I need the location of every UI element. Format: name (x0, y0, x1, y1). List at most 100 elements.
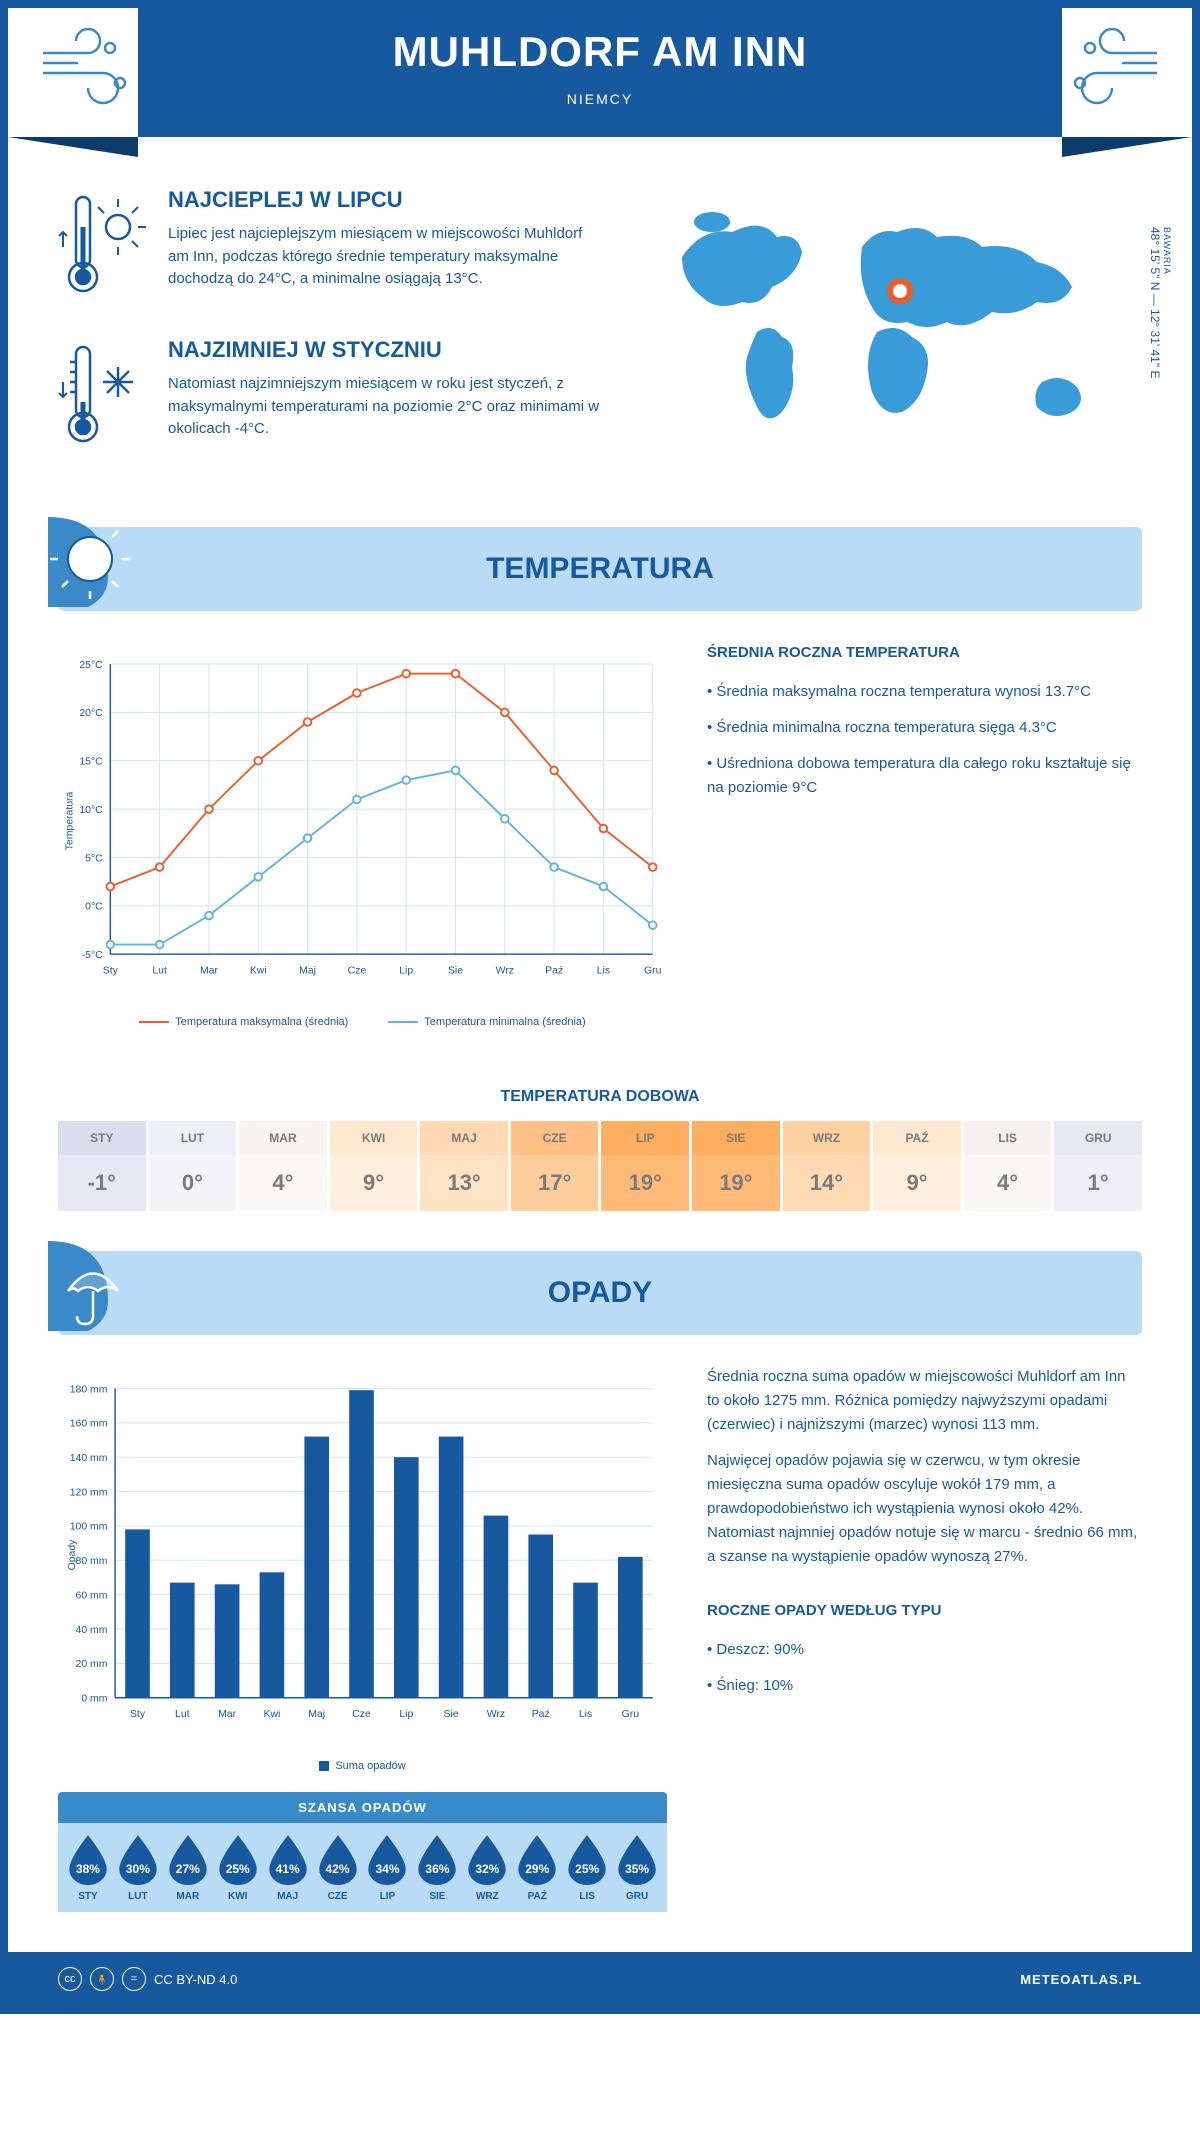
coordinates: BAWARIA 48° 15' 5" N — 12° 31' 41" E (1148, 227, 1172, 378)
svg-text:Paź: Paź (545, 965, 563, 976)
map-marker (890, 281, 910, 301)
svg-text:Kwi: Kwi (250, 965, 267, 976)
daily-cell: CZE17° (508, 1121, 599, 1211)
svg-text:80 mm: 80 mm (76, 1556, 108, 1567)
daily-cell: PAŹ9° (870, 1121, 961, 1211)
svg-text:Mar: Mar (200, 965, 219, 976)
svg-text:140 mm: 140 mm (70, 1453, 108, 1464)
legend-item: Temperatura maksymalna (średnia) (139, 1016, 348, 1028)
section-temperature-title: TEMPERATURA (486, 552, 714, 585)
header-region: MUHLDORF AM INN NIEMCY (8, 8, 1192, 137)
precip-text-1: Średnia roczna suma opadów w miejscowośc… (707, 1365, 1142, 1437)
temperature-legend: Temperatura maksymalna (średnia) Temperat… (58, 1016, 667, 1028)
daily-cell: MAJ13° (417, 1121, 508, 1211)
svg-text:Sty: Sty (103, 965, 119, 976)
section-precip-title: OPADY (548, 1276, 652, 1309)
precip-bar-chart: 0 mm 20 mm 40 mm 60 mm 80 mm 100 mm 120 mm 140 … (58, 1365, 667, 1745)
svg-text:120 mm: 120 mm (70, 1487, 108, 1498)
temperature-line-chart: -5°C0°C5°C10°C15°C20°C25°CStyLutMarKwiMa… (58, 641, 667, 1001)
location-title: MUHLDORF AM INN (138, 28, 1062, 76)
thermometer-cold-icon (58, 337, 148, 457)
license-block: cc 🧍 = CC BY-ND 4.0 (58, 1967, 237, 1991)
daily-cell: LIS4° (961, 1121, 1052, 1211)
svg-text:Cze: Cze (348, 965, 367, 976)
wind-icon-left (38, 28, 138, 108)
sun-icon (48, 517, 148, 617)
svg-text:10°C: 10°C (79, 805, 103, 816)
svg-text:0 mm: 0 mm (81, 1694, 107, 1705)
cc-icon: cc (58, 1967, 82, 1991)
chance-title: SZANSA OPADÓW (58, 1792, 667, 1823)
chance-cell: 34%LIP (363, 1833, 413, 1902)
chance-cell: 41%MAJ (263, 1833, 313, 1902)
daily-temp-title: TEMPERATURA DOBOWA (8, 1088, 1192, 1106)
svg-text:20 mm: 20 mm (76, 1659, 108, 1670)
svg-text:Kwi: Kwi (263, 1709, 280, 1720)
chance-cell: 27%MAR (163, 1833, 213, 1902)
fact-coldest-title: NAJZIMNIEJ W STYCZNIU (168, 337, 602, 363)
section-temperature-header: TEMPERATURA (58, 527, 1142, 611)
svg-text:Maj: Maj (299, 965, 316, 976)
svg-text:Lip: Lip (399, 965, 413, 976)
chance-cell: 25%LIS (562, 1833, 612, 1902)
temp-text-line: • Średnia maksymalna roczna temperatura … (707, 680, 1142, 704)
precip-text-2: Najwięcej opadów pojawia się w czerwcu, … (707, 1449, 1142, 1569)
daily-temp-grid: STY-1°LUT0°MAR4°KWI9°MAJ13°CZE17°LIP19°S… (58, 1121, 1142, 1211)
svg-text:40 mm: 40 mm (76, 1625, 108, 1636)
wind-icon-right (1062, 28, 1162, 108)
svg-text:180 mm: 180 mm (70, 1384, 108, 1395)
legend-item: Temperatura minimalna (średnia) (388, 1016, 585, 1028)
coords-text: 48° 15' 5" N — 12° 31' 41" E (1148, 227, 1162, 378)
umbrella-icon (48, 1241, 148, 1341)
svg-text:25°C: 25°C (79, 660, 103, 671)
svg-text:Opady: Opady (67, 1539, 78, 1571)
precip-legend: Suma opadów (58, 1760, 667, 1772)
svg-text:20°C: 20°C (79, 708, 103, 719)
svg-text:Lut: Lut (175, 1709, 190, 1720)
svg-text:100 mm: 100 mm (70, 1522, 108, 1533)
thermometer-hot-icon (58, 187, 148, 307)
svg-text:Gru: Gru (622, 1709, 640, 1720)
chance-cell: 35%GRU (612, 1833, 662, 1902)
daily-cell: GRU1° (1051, 1121, 1142, 1211)
svg-text:Sie: Sie (444, 1709, 459, 1720)
svg-text:Temperatura: Temperatura (64, 791, 75, 850)
svg-text:Lis: Lis (597, 965, 610, 976)
chance-box: SZANSA OPADÓW 38%STY30%LUT27%MAR25%KWI41… (58, 1792, 667, 1912)
precip-type-heading: ROCZNE OPADY WEDŁUG TYPU (707, 1599, 1142, 1623)
svg-text:Lip: Lip (399, 1709, 413, 1720)
svg-text:60 mm: 60 mm (76, 1590, 108, 1601)
svg-text:Wrz: Wrz (487, 1709, 505, 1720)
chance-cell: 29%PAŹ (512, 1833, 562, 1902)
chance-cell: 32%WRZ (462, 1833, 512, 1902)
by-icon: 🧍 (90, 1967, 114, 1991)
svg-text:Sty: Sty (130, 1709, 146, 1720)
infographic-container: MUHLDORF AM INN NIEMCY NAJCIEPLEJ W LIPC… (0, 0, 1200, 2014)
region-label: BAWARIA (1162, 227, 1172, 373)
daily-cell: MAR4° (236, 1121, 327, 1211)
svg-text:-5°C: -5°C (82, 950, 103, 961)
fact-warmest-title: NAJCIEPLEJ W LIPCU (168, 187, 602, 213)
chance-cell: 42%CZE (313, 1833, 363, 1902)
license-text: CC BY-ND 4.0 (154, 1972, 237, 1987)
fact-coldest-body: Natomiast najzimniejszym miesiącem w rok… (168, 373, 602, 441)
temp-text-line: • Uśredniona dobowa temperatura dla całe… (707, 752, 1142, 800)
temp-text-line: • Średnia minimalna roczna temperatura s… (707, 716, 1142, 740)
svg-text:Paź: Paź (532, 1709, 550, 1720)
svg-text:Maj: Maj (308, 1709, 325, 1720)
world-map: BAWARIA 48° 15' 5" N — 12° 31' 41" E (642, 187, 1142, 472)
precip-type-line: • Deszcz: 90% (707, 1638, 1142, 1662)
svg-text:5°C: 5°C (85, 853, 103, 864)
precip-type-line: • Śnieg: 10% (707, 1674, 1142, 1698)
chance-cell: 38%STY (63, 1833, 113, 1902)
svg-text:0°C: 0°C (85, 902, 103, 913)
site-name: METEOATLAS.PL (1020, 1972, 1142, 1987)
svg-text:Gru: Gru (644, 965, 662, 976)
daily-cell: SIE19° (689, 1121, 780, 1211)
section-precip-header: OPADY (58, 1251, 1142, 1335)
footer: cc 🧍 = CC BY-ND 4.0 METEOATLAS.PL (8, 1952, 1192, 2006)
daily-cell: LIP19° (598, 1121, 689, 1211)
svg-text:Mar: Mar (218, 1709, 237, 1720)
daily-cell: KWI9° (327, 1121, 418, 1211)
fact-warmest-body: Lipiec jest najcieplejszym miesiącem w m… (168, 223, 602, 291)
